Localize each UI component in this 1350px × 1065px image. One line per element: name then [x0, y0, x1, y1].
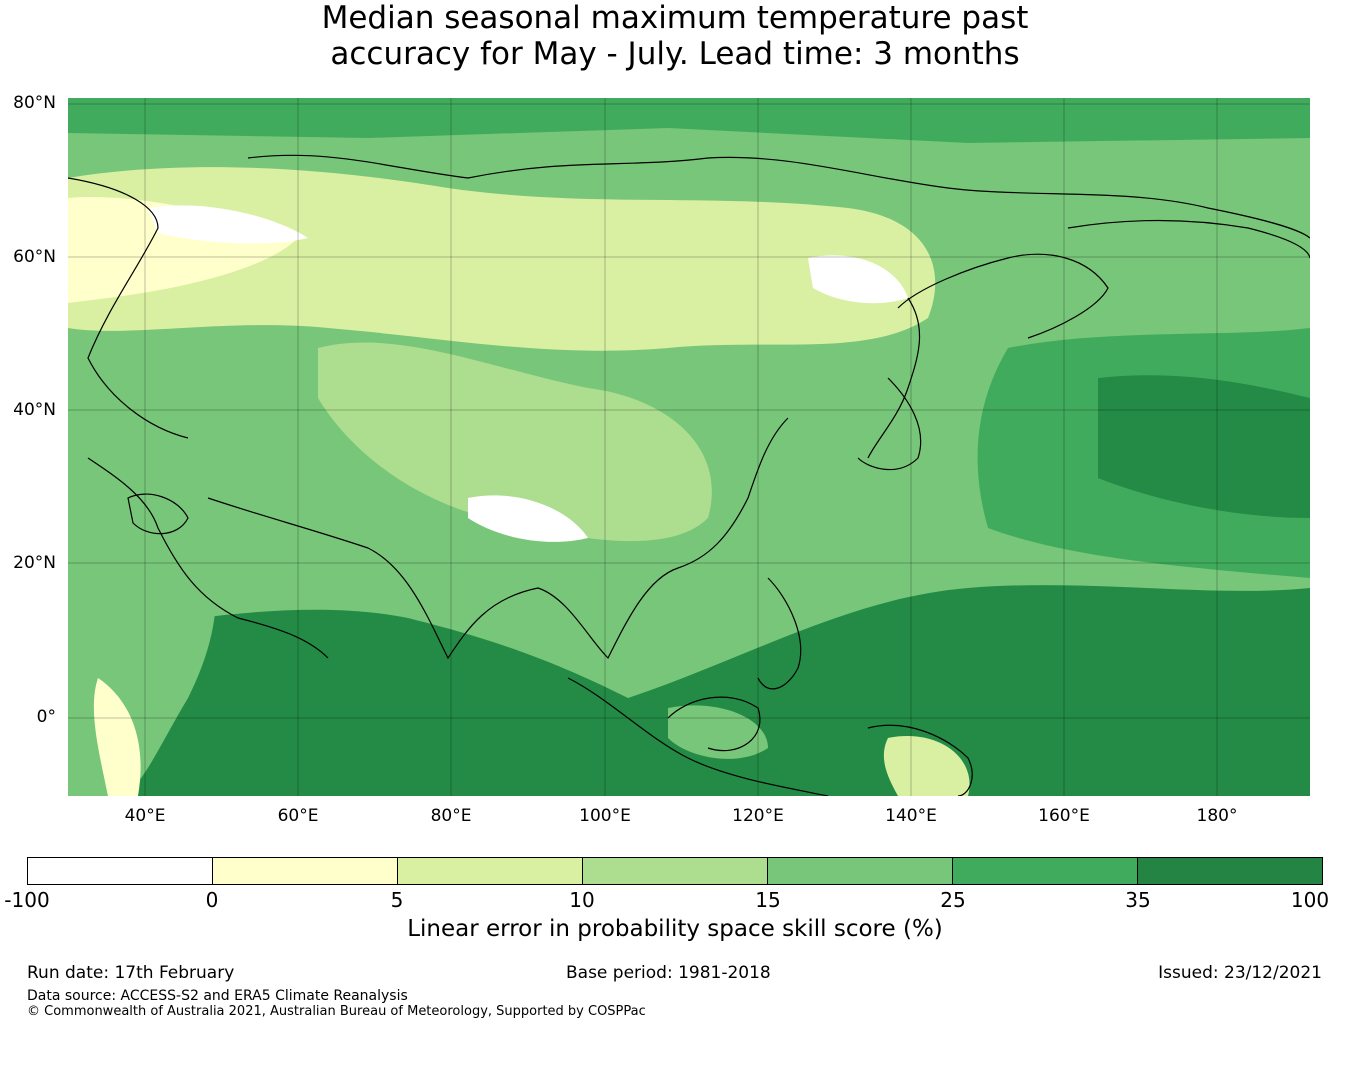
colorbar-tick-10: 10 — [569, 888, 595, 912]
lon-tick-80e: 80°E — [430, 806, 472, 826]
graticule — [68, 98, 1310, 796]
lat-tick-0: 0° — [36, 707, 56, 727]
title-line-2: accuracy for May - July. Lead time: 3 mo… — [330, 36, 1020, 72]
colorbar-tick-0: 0 — [205, 888, 219, 912]
lon-tick-180: 180° — [1196, 806, 1238, 826]
lon-tick-100e: 100°E — [579, 806, 631, 826]
copyright: © Commonwealth of Australia 2021, Austra… — [27, 1004, 646, 1019]
colorbar — [27, 857, 1323, 885]
colorbar-segment-6 — [953, 858, 1138, 884]
coastlines — [68, 154, 1310, 796]
colorbar-segment-4 — [583, 858, 768, 884]
lon-tick-40e: 40°E — [124, 806, 166, 826]
colorbar-tick-25: 25 — [940, 888, 966, 912]
map-canvas — [68, 98, 1310, 796]
tropical-ocean-zone — [68, 585, 1310, 796]
colorbar-label: Linear error in probability space skill … — [407, 916, 943, 942]
siberia-white-zone — [808, 255, 908, 304]
arctic-band — [68, 98, 1310, 143]
tibet-white-zone — [468, 495, 588, 542]
north-pacific-dark-zone — [1098, 375, 1310, 518]
colorbar-segment-5 — [768, 858, 953, 884]
base-period: Base period: 1981-2018 — [566, 963, 771, 983]
colorbar-tick-minus100: -100 — [4, 888, 50, 912]
colorbar-tick-15: 15 — [755, 888, 781, 912]
east-africa-yellow-zone — [93, 678, 141, 796]
colorbar-tick-5: 5 — [390, 888, 404, 912]
lat-tick-80n: 80°N — [13, 93, 56, 113]
lat-tick-40n: 40°N — [13, 400, 56, 420]
eurasia-pale-zone — [68, 167, 936, 351]
colorbar-segment-3 — [398, 858, 583, 884]
skill-score-map — [68, 98, 1310, 796]
lon-tick-140e: 140°E — [885, 806, 937, 826]
colorbar-tick-100: 100 — [1290, 888, 1330, 912]
map-title: Median seasonal maximum temperature past… — [0, 0, 1350, 72]
lon-tick-160e: 160°E — [1038, 806, 1090, 826]
new-guinea-zone — [883, 736, 970, 796]
central-asia-zone — [318, 342, 712, 542]
colorbar-segment-1 — [28, 858, 213, 884]
colorbar-tick-35: 35 — [1125, 888, 1151, 912]
issued-date: Issued: 23/12/2021 — [1158, 963, 1322, 983]
scandinavia-white-zone — [148, 205, 308, 244]
colorbar-segment-7 — [1138, 858, 1322, 884]
lon-tick-120e: 120°E — [732, 806, 784, 826]
run-date: Run date: 17th February — [27, 963, 235, 983]
title-line-1: Median seasonal maximum temperature past — [321, 0, 1029, 36]
lat-tick-60n: 60°N — [13, 247, 56, 267]
lat-tick-20n: 20°N — [13, 553, 56, 573]
data-source: Data source: ACCESS-S2 and ERA5 Climate … — [27, 988, 408, 1004]
colorbar-segment-2 — [213, 858, 398, 884]
lon-tick-60e: 60°E — [277, 806, 319, 826]
